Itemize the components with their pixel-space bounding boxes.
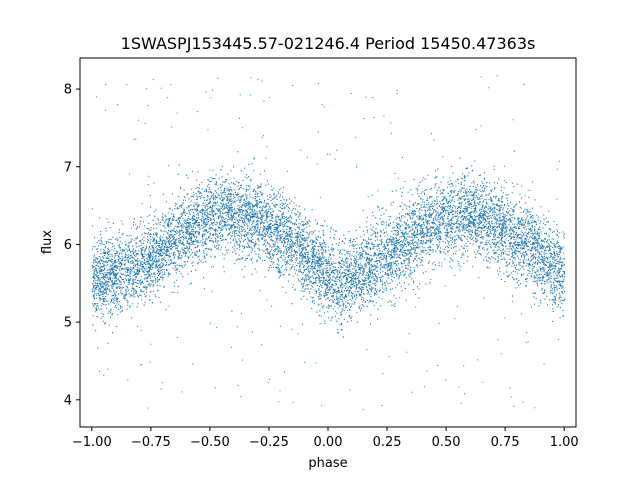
y-tick-label: 7 [64, 160, 72, 175]
y-tick-label: 5 [64, 316, 72, 331]
y-axis-label: flux [40, 230, 55, 254]
x-tick-label: −0.50 [190, 435, 230, 450]
x-tick-label: 0.75 [491, 435, 520, 450]
x-tick-label: 0.25 [373, 435, 402, 450]
y-tick-label: 8 [64, 83, 72, 98]
y-tick-label: 6 [64, 238, 72, 253]
x-tick-label: −1.00 [72, 435, 112, 450]
x-tick-label: 0.50 [432, 435, 461, 450]
y-axis-ticks: 4 5 6 7 8 [64, 83, 80, 408]
x-tick-label: −0.75 [131, 435, 171, 450]
x-tick-label: −0.25 [249, 435, 289, 450]
chart-title: 1SWASPJ153445.57-021246.4 Period 15450.4… [121, 34, 536, 53]
x-axis-label: phase [308, 456, 347, 471]
data-points [91, 75, 566, 411]
x-axis-ticks: −1.00 −0.75 −0.50 −0.25 0.00 0.25 0.50 0.75 1.00 [72, 427, 579, 450]
y-tick-label: 4 [64, 393, 72, 408]
x-tick-label: 0.00 [314, 435, 343, 450]
x-tick-label: 1.00 [550, 435, 579, 450]
scatter-points [91, 75, 566, 411]
